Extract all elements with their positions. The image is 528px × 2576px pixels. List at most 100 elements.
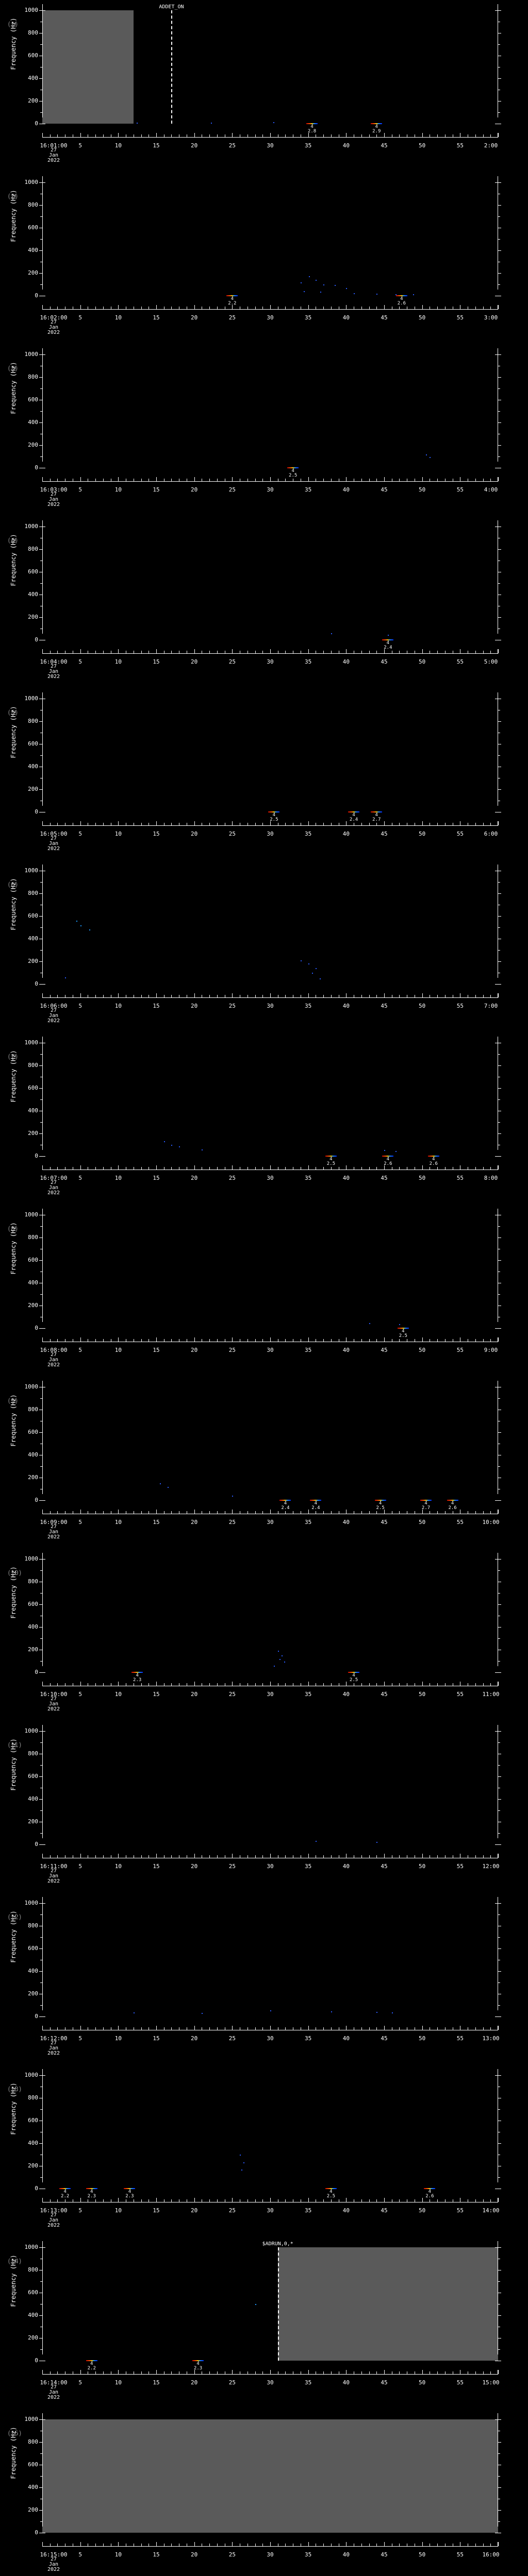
y-tick-major: [498, 445, 501, 446]
x-tick-minor: [475, 2027, 476, 2030]
x-tick-major: [194, 821, 195, 825]
x-tick-minor: [95, 823, 96, 825]
spectrogram-panel: (7) Frequency (Hz) 0 200 400 600 800 1000 4 2.5 4 2…: [0, 1037, 528, 1209]
y-tick-major: [498, 893, 501, 894]
x-tick-minor: [148, 2199, 150, 2202]
y-tick-minor: [40, 927, 42, 928]
x-tick-label-end: 4:00: [484, 486, 498, 493]
x-tick-minor: [95, 2371, 96, 2374]
y-tick-major: [39, 984, 42, 985]
x-tick-label: 5: [78, 2035, 82, 2042]
y-tick-label: 0: [35, 2357, 38, 2364]
x-tick-minor: [490, 1339, 491, 1342]
x-tick-major: [42, 649, 43, 653]
detection-value-label: 2.3: [87, 2194, 96, 2199]
y-tick-label: 600: [28, 2117, 38, 2124]
y-axis-title: Frequency (Hz): [10, 362, 17, 414]
spectral-blip: [391, 2012, 393, 2014]
y-tick-major: [39, 2315, 42, 2316]
x-tick-major: [232, 2026, 233, 2030]
x-tick-minor: [255, 307, 256, 309]
detection-marker: [371, 811, 383, 812]
x-tick-minor: [475, 823, 476, 825]
y-tick-major: [498, 789, 501, 790]
x-tick-minor: [57, 1683, 58, 1686]
x-tick-label: 50: [419, 1863, 426, 1870]
x-tick-major: [118, 133, 119, 137]
x-tick-major: [422, 649, 423, 653]
spectral-blip: [376, 1841, 378, 1843]
x-tick-label-end: 13:00: [482, 2035, 500, 2042]
x-tick-minor: [255, 823, 256, 825]
detection-value-label: 2.2: [61, 2194, 70, 2199]
plot-area: [42, 1387, 498, 1500]
detection-count-label: 4: [352, 812, 355, 818]
x-tick-minor: [285, 1683, 286, 1686]
x-tick-major: [156, 821, 157, 825]
x-tick-minor: [171, 1339, 172, 1342]
x-tick-label-end: 2:00: [484, 142, 498, 149]
x-tick-label: 50: [419, 1519, 426, 1526]
x-tick-minor: [323, 1511, 324, 1514]
x-tick-minor: [444, 1511, 446, 1514]
x-tick-major: [384, 305, 385, 309]
x-tick-major: [498, 1682, 499, 1686]
x-tick-label: 55: [456, 2379, 464, 2386]
x-tick-label: 10: [114, 658, 122, 665]
x-tick-label: 15: [153, 1691, 160, 1698]
y-axis-left: [42, 1037, 43, 1150]
y-tick-major: [498, 422, 501, 423]
y-tick-minor: [498, 1570, 500, 1571]
x-tick-minor: [50, 2544, 51, 2546]
x-tick-major: [194, 649, 195, 653]
x-tick-major: [118, 1165, 119, 1170]
x-tick-minor: [262, 2027, 263, 2030]
x-tick-minor: [148, 134, 150, 137]
detection-marker: [427, 1156, 439, 1157]
x-tick-label: 30: [267, 1519, 274, 1526]
y-tick-minor: [40, 1914, 42, 1915]
x-tick-minor: [209, 307, 210, 309]
detection-count-label: 4: [272, 812, 276, 818]
x-tick-major: [194, 133, 195, 137]
x-tick-minor: [323, 1339, 324, 1342]
x-tick-minor: [171, 651, 172, 653]
x-tick-major: [80, 1165, 81, 1170]
detection-count-label: 4: [90, 2189, 93, 2194]
detection-value-label: 2.7: [421, 1505, 431, 1511]
x-tick-minor: [50, 2199, 51, 2202]
x-tick-minor: [331, 2544, 332, 2546]
y-tick-minor: [40, 2476, 42, 2477]
x-tick-minor: [331, 307, 332, 309]
y-tick-label: 0: [35, 292, 38, 299]
x-tick-minor: [331, 651, 332, 653]
x-tick-major: [42, 133, 43, 137]
y-tick-minor: [498, 950, 500, 951]
x-tick-minor: [444, 995, 446, 997]
x-tick-label: 30: [267, 658, 274, 665]
x-tick-major: [232, 821, 233, 825]
x-tick-minor: [148, 2027, 150, 2030]
detection-marker: [397, 1328, 409, 1329]
x-tick-label: 25: [228, 1691, 236, 1698]
y-tick-major: [498, 721, 501, 722]
spectral-blip: [319, 978, 321, 979]
x-tick-major: [498, 1854, 499, 1858]
x-tick-minor: [50, 1855, 51, 1858]
y-tick-label: 0: [35, 1325, 38, 1331]
x-tick-label: 20: [191, 2379, 198, 2386]
y-tick-minor: [498, 583, 500, 584]
x-axis-date-label: 27 Jan 2022: [47, 2040, 60, 2056]
y-tick-label: 0: [35, 1153, 38, 1159]
x-tick-minor: [361, 479, 362, 481]
y-tick-label: 200: [28, 1130, 38, 1137]
x-tick-label: 25: [228, 2035, 236, 2042]
y-tick-label: 400: [28, 75, 38, 81]
spectral-blip: [163, 1141, 165, 1143]
x-tick-minor: [57, 479, 58, 481]
x-tick-label: 40: [342, 1175, 350, 1181]
y-tick-major: [498, 1844, 501, 1845]
detection-count-label: 4: [386, 1157, 390, 1162]
x-tick-major: [80, 821, 81, 825]
x-tick-minor: [490, 134, 491, 137]
